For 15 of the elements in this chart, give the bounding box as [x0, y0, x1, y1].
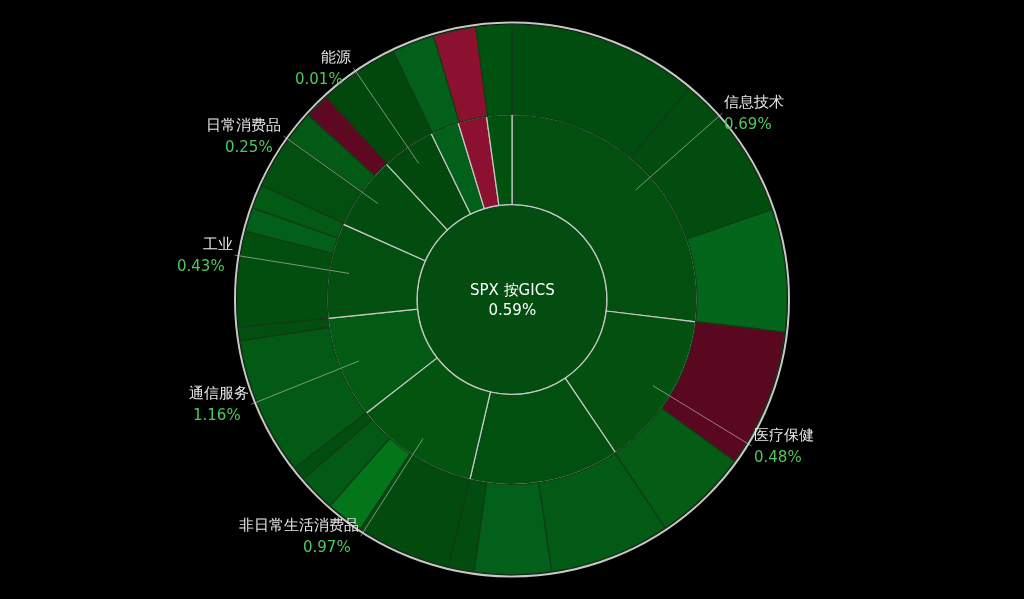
slice-label: 能源 [321, 48, 351, 66]
text: 0.69% [724, 115, 772, 133]
text: 0.48% [754, 448, 802, 466]
slice-label: 日常消费品 [206, 116, 281, 134]
text: 0.97% [303, 538, 351, 556]
slice-label: 医疗保健 [754, 426, 814, 444]
slice-label: 信息技术 [724, 93, 784, 111]
text: 1.16% [193, 406, 241, 424]
slice-label: 通信服务 [189, 384, 249, 402]
text: SPX 按GICS [470, 281, 555, 299]
slice-label: 工业 [203, 235, 233, 253]
text: 0.01% [295, 70, 343, 88]
text: 0.43% [177, 257, 225, 275]
text: 0.25% [225, 138, 273, 156]
text: 0.59% [488, 300, 537, 319]
